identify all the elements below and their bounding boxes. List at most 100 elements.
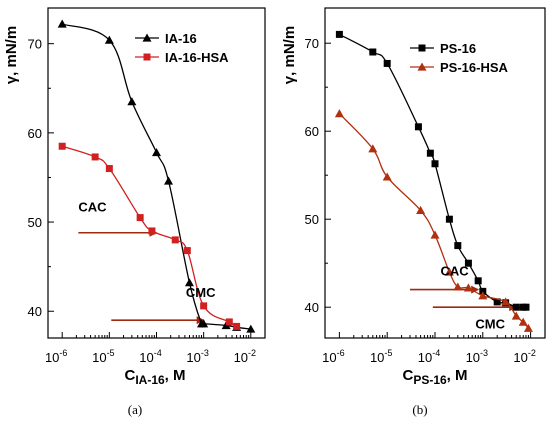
x-tick-base: 10 xyxy=(322,350,336,365)
x-tick-exponent: -6 xyxy=(337,348,345,358)
y-tick-label: 70 xyxy=(28,37,42,52)
data-point xyxy=(368,144,378,153)
legend-marker xyxy=(142,33,152,42)
data-point xyxy=(416,205,426,214)
y-axis-title: γ, mN/m xyxy=(3,26,20,84)
data-point xyxy=(105,165,113,173)
series-line-ps-16-hsa xyxy=(338,113,529,329)
data-point xyxy=(184,278,194,287)
x-tick-exponent: -5 xyxy=(384,348,392,358)
data-point xyxy=(463,283,473,292)
data-point xyxy=(171,236,179,244)
x-tick-label: 10-3 xyxy=(186,348,208,365)
data-point xyxy=(426,149,434,157)
x-tick-exponent: -2 xyxy=(248,348,256,358)
legend-label: IA-16 xyxy=(165,31,197,46)
legend-label: PS-16 xyxy=(440,41,476,56)
data-point xyxy=(414,123,422,131)
data-point xyxy=(199,319,209,328)
y-tick-label: 40 xyxy=(305,300,319,315)
x-tick-exponent: -3 xyxy=(480,348,488,358)
x-tick-base: 10 xyxy=(45,350,59,365)
x-tick-exponent: -2 xyxy=(528,348,536,358)
data-point xyxy=(512,303,520,311)
x-tick-label: 10-6 xyxy=(45,348,67,365)
plot-frame xyxy=(324,7,546,339)
y-tick-label: 60 xyxy=(305,124,319,139)
x-tick-label: 10-4 xyxy=(418,348,440,365)
x-tick-label: 10-3 xyxy=(466,348,488,365)
data-point xyxy=(148,227,156,235)
x-tick-exponent: -4 xyxy=(154,348,162,358)
x-axis-title-sub: PS-16 xyxy=(413,373,447,387)
data-point xyxy=(454,242,462,250)
y-tick-label: 50 xyxy=(28,215,42,230)
data-point xyxy=(382,172,392,181)
data-point xyxy=(464,259,472,267)
y-tick-label: 50 xyxy=(305,212,319,227)
legend-label: IA-16-HSA xyxy=(165,50,229,65)
x-tick-label: 10-4 xyxy=(139,348,161,365)
annotation-cmc: CMC xyxy=(186,285,216,300)
series-line-ia-16 xyxy=(61,23,251,330)
panel-label: (a) xyxy=(128,402,142,417)
data-point xyxy=(136,214,144,222)
y-tick-label: 40 xyxy=(28,304,42,319)
x-tick-exponent: -3 xyxy=(201,348,209,358)
series-line-ps-16 xyxy=(339,33,526,309)
x-tick-label: 10-5 xyxy=(92,348,114,365)
x-axis-title-prefix: C xyxy=(402,367,413,384)
legend-marker xyxy=(143,53,151,61)
data-point xyxy=(523,323,533,332)
x-tick-base: 10 xyxy=(186,350,200,365)
data-point xyxy=(430,230,440,239)
data-point xyxy=(501,297,511,306)
x-tick-label: 10-2 xyxy=(234,348,256,365)
data-point xyxy=(445,215,453,223)
y-axis-title: γ, mN/m xyxy=(281,26,298,84)
panel-label: (b) xyxy=(412,402,427,417)
annotation-cac: CAC xyxy=(78,199,107,214)
x-axis-title: CIA-16, M xyxy=(124,367,185,387)
annotation-cac: CAC xyxy=(440,264,469,279)
data-point xyxy=(453,282,463,291)
legend-label: PS-16-HSA xyxy=(440,60,509,75)
x-tick-base: 10 xyxy=(418,350,432,365)
legend-marker xyxy=(418,44,426,52)
data-point xyxy=(335,30,343,38)
data-point xyxy=(369,48,377,56)
annotation-cmc: CMC xyxy=(475,316,505,331)
x-tick-base: 10 xyxy=(92,350,106,365)
data-point xyxy=(200,302,208,310)
data-point xyxy=(431,160,439,168)
y-tick-label: 60 xyxy=(28,126,42,141)
data-point xyxy=(91,153,99,161)
x-axis-title: CPS-16, M xyxy=(402,367,467,387)
data-point xyxy=(152,147,161,157)
x-tick-base: 10 xyxy=(513,350,527,365)
x-tick-label: 10-6 xyxy=(322,348,344,365)
x-axis-title-sub: IA-16 xyxy=(135,373,165,387)
x-tick-base: 10 xyxy=(466,350,480,365)
x-tick-exponent: -4 xyxy=(432,348,440,358)
data-point xyxy=(225,318,233,326)
series-line-ia-16-hsa xyxy=(61,145,237,327)
x-axis-title-prefix: C xyxy=(124,367,135,384)
data-point xyxy=(493,298,501,306)
data-point xyxy=(233,322,241,330)
x-tick-label: 10-2 xyxy=(513,348,535,365)
data-point xyxy=(334,109,344,118)
data-point xyxy=(58,142,66,150)
data-point xyxy=(478,291,488,300)
data-point xyxy=(57,19,67,28)
legend-marker xyxy=(417,62,427,71)
x-axis-title-suffix: , M xyxy=(447,367,468,384)
data-point xyxy=(518,317,528,326)
data-point xyxy=(474,277,482,285)
data-point xyxy=(511,311,521,320)
x-tick-exponent: -6 xyxy=(59,348,67,358)
x-tick-base: 10 xyxy=(370,350,384,365)
data-point xyxy=(104,35,114,44)
